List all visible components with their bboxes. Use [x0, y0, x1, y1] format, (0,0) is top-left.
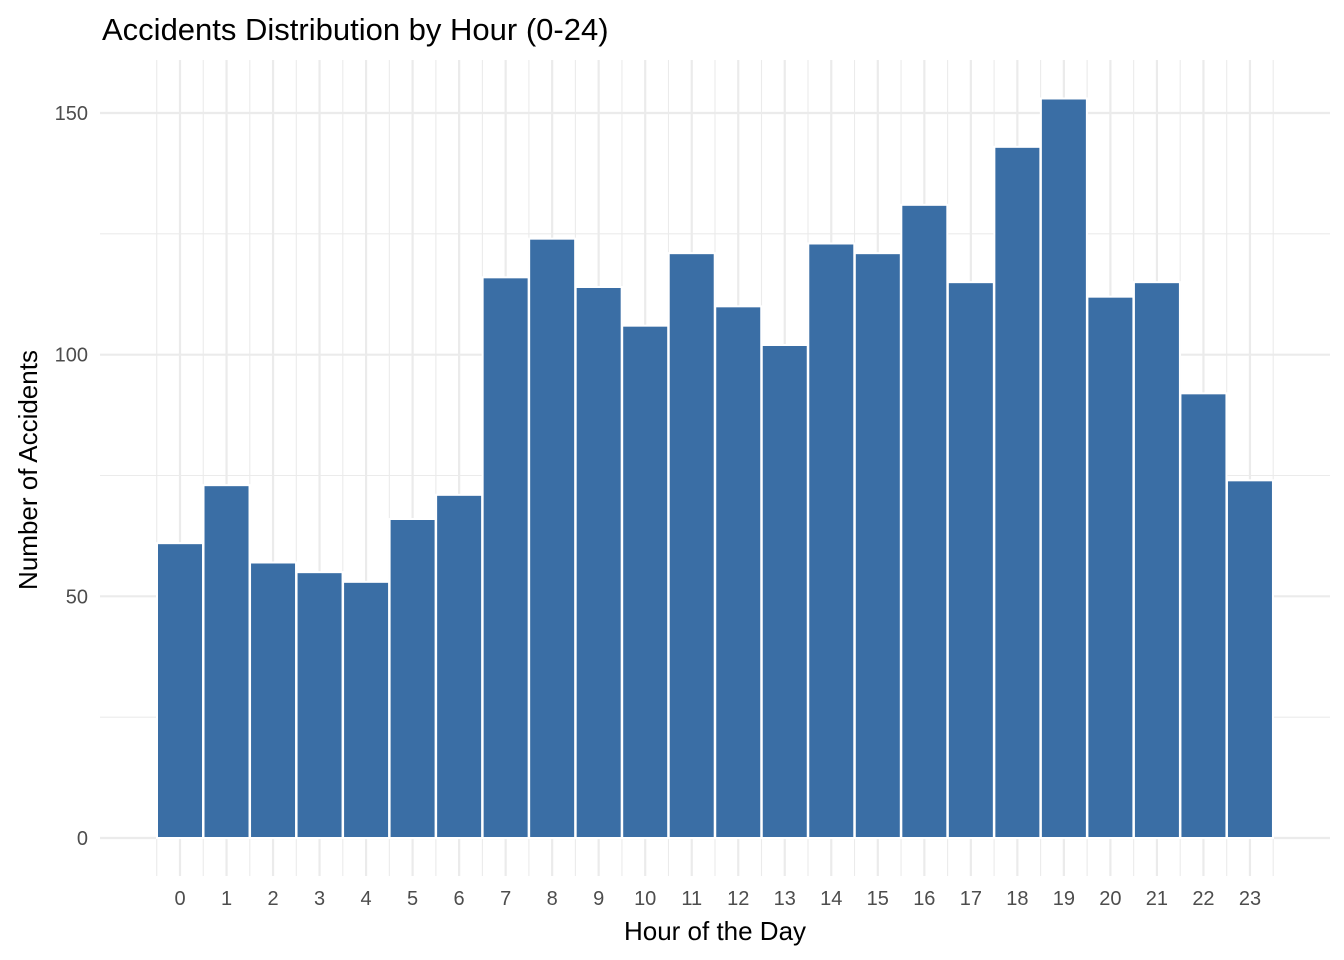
x-tick-label: 21 [1146, 888, 1168, 910]
y-tick-label: 100 [55, 345, 88, 367]
bar-hour-11 [667, 252, 716, 839]
bar-hour-0 [156, 542, 204, 840]
x-tick-label: 15 [867, 888, 889, 910]
x-tick-label: 16 [913, 888, 935, 910]
x-tick-label: 22 [1192, 888, 1214, 910]
y-tick-label: 50 [66, 586, 88, 608]
bar-hour-15 [853, 252, 902, 839]
bar-hour-23 [1225, 479, 1274, 839]
y-tick-label: 0 [77, 828, 88, 850]
chart-title: Accidents Distribution by Hour (0-24) [102, 12, 609, 47]
bar-hour-13 [760, 344, 809, 839]
x-tick-label: 13 [774, 888, 796, 910]
x-tick-label: 1 [221, 888, 232, 910]
bar-hour-19 [1039, 97, 1088, 839]
bar-hour-9 [574, 286, 623, 839]
x-tick-label: 5 [407, 888, 418, 910]
x-tick-label: 2 [267, 888, 278, 910]
bar-hour-12 [714, 305, 763, 840]
bar-hour-5 [388, 518, 437, 839]
bar-hour-16 [900, 203, 949, 840]
x-tick-label: 10 [634, 888, 656, 910]
x-tick-label: 23 [1239, 888, 1261, 910]
x-tick-label: 14 [820, 888, 842, 910]
x-tick-label: 4 [361, 888, 372, 910]
bar-hour-7 [481, 276, 530, 840]
x-tick-label: 12 [727, 888, 749, 910]
y-tick-label: 150 [55, 103, 88, 125]
bar-hour-2 [249, 561, 298, 839]
x-tick-label: 0 [174, 888, 185, 910]
x-tick-label: 18 [1006, 888, 1028, 910]
x-tick-label: 7 [500, 888, 511, 910]
x-tick-label: 11 [681, 888, 702, 910]
x-tick-label: 8 [547, 888, 558, 910]
y-axis-ticks: 0 50 100 150 [55, 103, 88, 850]
bar-hour-18 [993, 145, 1042, 840]
x-tick-label: 20 [1099, 888, 1121, 910]
bar-hour-20 [1086, 295, 1135, 839]
bar-hour-8 [528, 237, 577, 839]
bar-hour-6 [435, 493, 484, 839]
bar-hour-17 [946, 281, 995, 839]
x-tick-label: 17 [960, 888, 982, 910]
bar-hour-10 [621, 324, 670, 839]
x-tick-label: 6 [454, 888, 465, 910]
x-tick-label: 19 [1053, 888, 1075, 910]
bars [156, 97, 1274, 840]
x-tick-label: 3 [314, 888, 325, 910]
x-axis-ticks: 0 1 2 3 4 5 6 7 8 9 10 11 12 13 14 15 16 17 18 19 20 21 22 23 [174, 888, 1261, 910]
bar-hour-14 [807, 242, 856, 839]
x-tick-label: 9 [593, 888, 604, 910]
x-axis-title: Hour of the Day [624, 916, 806, 946]
bar-hour-1 [202, 484, 251, 839]
bar-hour-3 [295, 571, 344, 840]
bar-hour-21 [1132, 281, 1181, 839]
bar-hour-22 [1179, 392, 1228, 839]
bar-hour-4 [342, 580, 391, 839]
y-axis-title: Number of Accidents [13, 350, 43, 590]
